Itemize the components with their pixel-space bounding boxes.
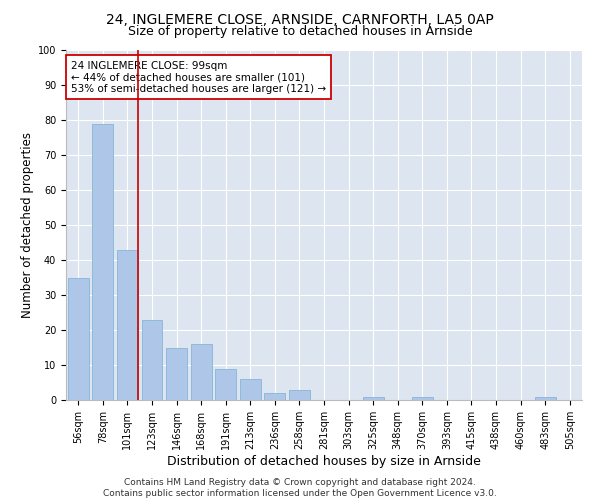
Bar — [142, 320, 163, 400]
Bar — [166, 348, 187, 400]
Text: 24, INGLEMERE CLOSE, ARNSIDE, CARNFORTH, LA5 0AP: 24, INGLEMERE CLOSE, ARNSIDE, CARNFORTH,… — [106, 12, 494, 26]
Bar — [117, 250, 138, 400]
Bar — [215, 368, 236, 400]
Text: Size of property relative to detached houses in Arnside: Size of property relative to detached ho… — [128, 25, 472, 38]
Bar — [240, 379, 261, 400]
Bar — [362, 396, 383, 400]
Bar — [191, 344, 212, 400]
Bar — [92, 124, 113, 400]
Bar — [535, 396, 556, 400]
Bar — [289, 390, 310, 400]
Bar — [265, 393, 286, 400]
Bar — [412, 396, 433, 400]
Bar — [68, 278, 89, 400]
Text: Contains HM Land Registry data © Crown copyright and database right 2024.
Contai: Contains HM Land Registry data © Crown c… — [103, 478, 497, 498]
Text: 24 INGLEMERE CLOSE: 99sqm
← 44% of detached houses are smaller (101)
53% of semi: 24 INGLEMERE CLOSE: 99sqm ← 44% of detac… — [71, 60, 326, 94]
X-axis label: Distribution of detached houses by size in Arnside: Distribution of detached houses by size … — [167, 454, 481, 468]
Y-axis label: Number of detached properties: Number of detached properties — [21, 132, 34, 318]
